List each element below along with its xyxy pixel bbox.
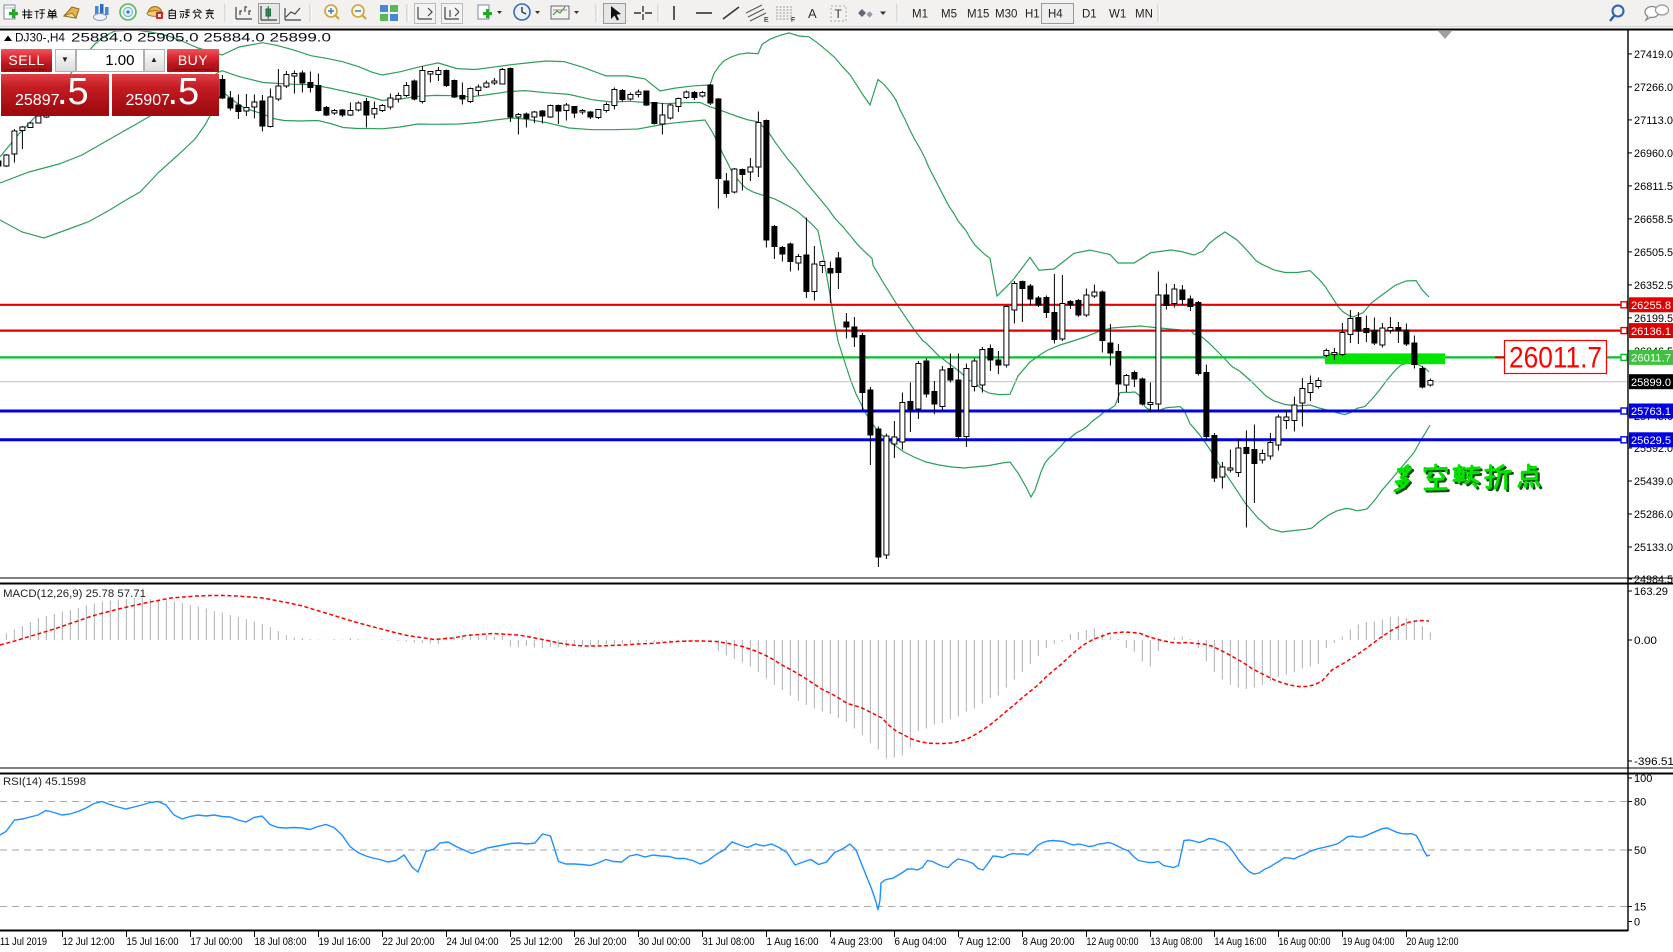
svg-text:M1: M1	[912, 9, 928, 21]
svg-text:MN: MN	[1135, 9, 1153, 21]
svg-text:18 Jul 08:00: 18 Jul 08:00	[255, 936, 307, 948]
svg-text:A: A	[808, 6, 817, 21]
svg-text:100: 100	[1634, 773, 1652, 785]
svg-text:26011.7: 26011.7	[1509, 342, 1602, 375]
svg-text:12 Jul 12:00: 12 Jul 12:00	[63, 936, 115, 948]
svg-text:M15: M15	[967, 9, 989, 21]
svg-text:25884.0 25905.0 25884.0 25899.: 25884.0 25905.0 25884.0 25899.0	[71, 33, 331, 45]
svg-text:F: F	[791, 17, 795, 24]
svg-text:30 Jul 00:00: 30 Jul 00:00	[639, 936, 691, 948]
svg-text:1 Aug 16:00: 1 Aug 16:00	[767, 936, 819, 948]
svg-text:26255.8: 26255.8	[1631, 300, 1671, 312]
svg-text:25899.0: 25899.0	[1631, 377, 1671, 389]
svg-text:26658.5: 26658.5	[1634, 214, 1673, 226]
svg-text:15 Jul 16:00: 15 Jul 16:00	[127, 936, 179, 948]
svg-text:M30: M30	[995, 9, 1017, 21]
svg-text:0.00: 0.00	[1634, 635, 1657, 647]
svg-text:16 Aug 00:00: 16 Aug 00:00	[1279, 936, 1331, 948]
svg-text:13 Aug 08:00: 13 Aug 08:00	[1151, 936, 1203, 948]
svg-text:26352.5: 26352.5	[1634, 280, 1673, 292]
svg-text:-396.51: -396.51	[1634, 756, 1673, 768]
svg-text:6 Aug 04:00: 6 Aug 04:00	[895, 936, 947, 948]
svg-text:26960.0: 26960.0	[1634, 148, 1673, 160]
svg-text:25629.5: 25629.5	[1631, 435, 1671, 447]
svg-text:11 Jul 2019: 11 Jul 2019	[0, 936, 47, 948]
svg-text:25 Jul 12:00: 25 Jul 12:00	[511, 936, 563, 948]
svg-text:26 Jul 20:00: 26 Jul 20:00	[575, 936, 627, 948]
svg-text:27266.0: 27266.0	[1634, 82, 1673, 94]
svg-text:31 Jul 08:00: 31 Jul 08:00	[703, 936, 755, 948]
svg-text:19 Jul 16:00: 19 Jul 16:00	[319, 936, 371, 948]
svg-text:80: 80	[1634, 797, 1646, 809]
svg-text:24984.5: 24984.5	[1634, 574, 1673, 586]
svg-text:26199.5: 26199.5	[1634, 313, 1673, 325]
svg-text:T: T	[835, 7, 843, 21]
svg-text:M5: M5	[941, 9, 957, 21]
svg-text:26505.5: 26505.5	[1634, 247, 1673, 259]
svg-text:14 Aug 16:00: 14 Aug 16:00	[1215, 936, 1267, 948]
svg-text:26811.5: 26811.5	[1634, 181, 1673, 193]
svg-text:19 Aug 04:00: 19 Aug 04:00	[1343, 936, 1395, 948]
svg-text:163.29: 163.29	[1634, 586, 1668, 598]
svg-text:W1: W1	[1109, 9, 1126, 21]
svg-text:25763.1: 25763.1	[1631, 406, 1671, 418]
svg-text:17 Jul 00:00: 17 Jul 00:00	[191, 936, 243, 948]
svg-text:50: 50	[1634, 845, 1646, 857]
svg-text:25286.0: 25286.0	[1634, 509, 1673, 521]
svg-text:DJ30-,H4: DJ30-,H4	[15, 33, 66, 45]
svg-text:15: 15	[1634, 902, 1646, 914]
svg-text:12 Aug 00:00: 12 Aug 00:00	[1087, 936, 1139, 948]
svg-text:27113.0: 27113.0	[1634, 115, 1673, 127]
svg-text:24 Jul 04:00: 24 Jul 04:00	[447, 936, 499, 948]
svg-text:MACD(12,26,9) 25.78 57.71: MACD(12,26,9) 25.78 57.71	[3, 588, 146, 600]
svg-text:D1: D1	[1082, 9, 1097, 21]
svg-text:7 Aug 12:00: 7 Aug 12:00	[959, 936, 1011, 948]
svg-text:27419.0: 27419.0	[1634, 49, 1673, 61]
svg-text:26136.1: 26136.1	[1631, 326, 1671, 338]
svg-text:0: 0	[1634, 917, 1640, 929]
svg-text:25439.0: 25439.0	[1634, 476, 1673, 488]
svg-text:4 Aug 23:00: 4 Aug 23:00	[831, 936, 883, 948]
svg-text:H4: H4	[1048, 9, 1063, 21]
svg-text:22 Jul 20:00: 22 Jul 20:00	[383, 936, 435, 948]
svg-text:8 Aug 20:00: 8 Aug 20:00	[1023, 936, 1075, 948]
svg-text:20 Aug 12:00: 20 Aug 12:00	[1407, 936, 1459, 948]
svg-text:RSI(14) 45.1598: RSI(14) 45.1598	[3, 776, 86, 788]
svg-text:26011.7: 26011.7	[1631, 353, 1671, 365]
svg-text:H1: H1	[1025, 9, 1040, 21]
svg-text:25133.0: 25133.0	[1634, 542, 1673, 554]
svg-text:E: E	[764, 17, 769, 24]
